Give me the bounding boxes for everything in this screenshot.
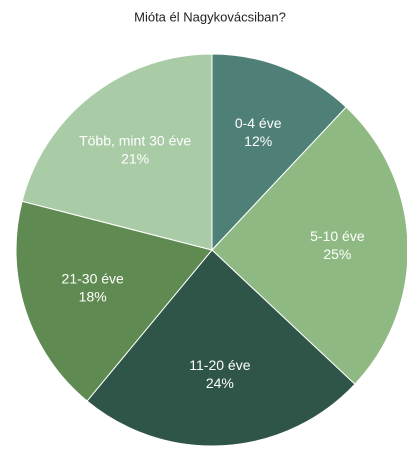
- slice-label: 21-30 éve: [62, 270, 124, 286]
- pie-slice: [211, 53, 347, 252]
- pie-slice: [86, 249, 356, 447]
- slice-label: Több, mint 30 éve: [79, 133, 191, 149]
- slice-value-label: 12%: [244, 133, 272, 149]
- chart-title: Mióta él Nagykovácsiban?: [134, 9, 286, 24]
- slice-label: 5-10 éve: [310, 228, 365, 244]
- slice-value-label: 24%: [206, 375, 234, 391]
- pie-slice: [21, 53, 213, 251]
- slice-label: 0-4 éve: [235, 115, 282, 131]
- slice-label: 11-20 éve: [189, 357, 250, 373]
- slice-value-label: 21%: [121, 151, 149, 167]
- pie-slice: [15, 200, 213, 402]
- pie-slice: [211, 106, 407, 385]
- slice-value-label: 25%: [323, 246, 351, 262]
- slice-value-label: 18%: [79, 288, 107, 304]
